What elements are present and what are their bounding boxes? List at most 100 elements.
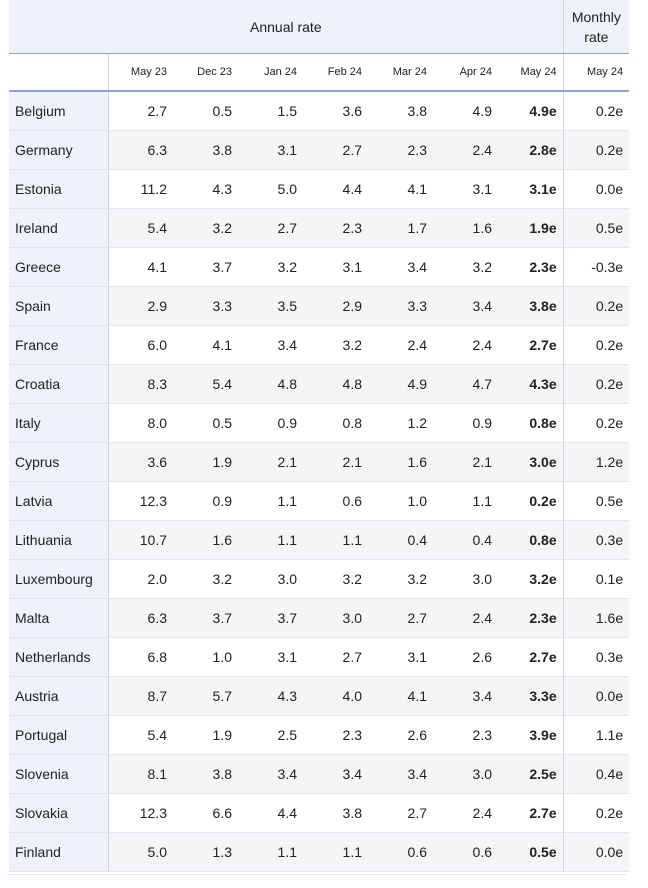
- annual-rate-cell: 3.2: [238, 247, 303, 287]
- annual-rate-latest-cell: 4.3e: [498, 364, 564, 404]
- annual-rate-cell: 3.4: [368, 754, 433, 794]
- annual-rate-cell: 2.7: [107, 91, 173, 131]
- country-name: Ireland: [9, 208, 108, 248]
- group-header-row: Annual rate Monthly rate: [9, 0, 630, 54]
- monthly-rate-cell: 0.2e: [562, 286, 630, 326]
- table-row: Estonia 11.2 4.3 5.0 4.4 4.1 3.1 3.1e 0.0e: [9, 169, 630, 209]
- table-bottom-rule: [9, 874, 626, 875]
- table-row: France 6.0 4.1 3.4 3.2 2.4 2.4 2.7e 0.2e: [9, 325, 630, 365]
- annual-rate-latest-cell: 3.9e: [498, 715, 564, 755]
- annual-rate-cell: 3.6: [303, 91, 368, 131]
- annual-rate-cell: 6.6: [173, 793, 238, 833]
- annual-rate-cell: 4.8: [303, 364, 368, 404]
- country-name: Spain: [9, 286, 108, 326]
- annual-rate-cell: 0.9: [238, 403, 303, 443]
- annual-rate-latest-cell: 4.9e: [498, 91, 564, 131]
- country-name: Slovakia: [9, 793, 108, 833]
- monthly-rate-header: Monthly rate: [562, 0, 630, 54]
- annual-rate-cell: 3.2: [303, 325, 368, 365]
- annual-rate-cell: 6.3: [107, 598, 173, 638]
- country-header-blank: [9, 53, 108, 92]
- monthly-rate-cell: 1.2e: [562, 442, 630, 482]
- annual-rate-cell: 5.4: [107, 208, 173, 248]
- annual-rate-cell: 5.7: [173, 676, 238, 716]
- annual-rate-cell: 2.0: [107, 559, 173, 599]
- annual-rate-latest-cell: 3.1e: [498, 169, 564, 209]
- country-name: Austria: [9, 676, 108, 716]
- annual-rate-cell: 0.5: [173, 403, 238, 443]
- annual-rate-cell: 0.4: [433, 520, 498, 560]
- month-header: Jan 24: [238, 53, 303, 92]
- country-name: France: [9, 325, 108, 365]
- annual-rate-latest-cell: 3.0e: [498, 442, 564, 482]
- annual-rate-cell: 3.1: [303, 247, 368, 287]
- annual-rate-cell: 3.1: [433, 169, 498, 209]
- annual-rate-cell: 6.8: [107, 637, 173, 677]
- annual-rate-cell: 1.1: [238, 520, 303, 560]
- monthly-rate-cell: 0.1e: [562, 559, 630, 599]
- annual-rate-cell: 0.8: [303, 403, 368, 443]
- annual-rate-cell: 4.4: [303, 169, 368, 209]
- annual-rate-cell: 1.1: [303, 832, 368, 872]
- table-header: Annual rate Monthly rate May 23 Dec 23 Jan…: [9, 0, 630, 92]
- annual-rate-cell: 2.7: [303, 637, 368, 677]
- annual-rate-cell: 3.3: [368, 286, 433, 326]
- annual-rate-cell: 2.9: [107, 286, 173, 326]
- annual-rate-cell: 8.0: [107, 403, 173, 443]
- annual-rate-cell: 0.9: [433, 403, 498, 443]
- annual-rate-cell: 2.4: [433, 598, 498, 638]
- table-row: Belgium 2.7 0.5 1.5 3.6 3.8 4.9 4.9e 0.2e: [9, 91, 630, 131]
- annual-rate-cell: 2.9: [303, 286, 368, 326]
- annual-rate-cell: 1.1: [433, 481, 498, 521]
- country-name: Belgium: [9, 91, 108, 131]
- annual-rate-cell: 4.3: [173, 169, 238, 209]
- table-row: Slovakia 12.3 6.6 4.4 3.8 2.7 2.4 2.7e 0.2e: [9, 793, 630, 833]
- monthly-rate-cell: 0.2e: [562, 130, 630, 170]
- annual-rate-cell: 3.8: [173, 754, 238, 794]
- annual-rate-cell: 1.9: [173, 715, 238, 755]
- month-header: May 23: [107, 53, 173, 92]
- annual-rate-header: Annual rate: [9, 0, 564, 54]
- annual-rate-cell: 1.6: [368, 442, 433, 482]
- annual-rate-cell: 1.1: [303, 520, 368, 560]
- annual-rate-cell: 3.8: [303, 793, 368, 833]
- annual-rate-latest-cell: 2.7e: [498, 793, 564, 833]
- annual-rate-cell: 1.1: [238, 832, 303, 872]
- country-name: Croatia: [9, 364, 108, 404]
- annual-rate-cell: 0.6: [303, 481, 368, 521]
- annual-rate-cell: 2.4: [433, 130, 498, 170]
- annual-rate-cell: 3.1: [238, 637, 303, 677]
- annual-rate-latest-cell: 2.3e: [498, 598, 564, 638]
- annual-rate-cell: 3.8: [173, 130, 238, 170]
- monthly-rate-cell: 0.3e: [562, 637, 630, 677]
- monthly-rate-cell: 1.6e: [562, 598, 630, 638]
- monthly-rate-cell: 0.2e: [562, 91, 630, 131]
- month-header: Feb 24: [303, 53, 368, 92]
- annual-rate-cell: 1.2: [368, 403, 433, 443]
- annual-rate-cell: 12.3: [107, 793, 173, 833]
- annual-rate-cell: 0.4: [368, 520, 433, 560]
- annual-rate-cell: 3.0: [433, 754, 498, 794]
- month-header: May 24: [498, 53, 564, 92]
- annual-rate-latest-cell: 2.8e: [498, 130, 564, 170]
- country-name: Luxembourg: [9, 559, 108, 599]
- monthly-rate-cell: 0.0e: [562, 832, 630, 872]
- annual-rate-cell: 3.4: [433, 676, 498, 716]
- month-header: Dec 23: [173, 53, 238, 92]
- annual-rate-cell: 3.4: [433, 286, 498, 326]
- annual-rate-cell: 1.9: [173, 442, 238, 482]
- annual-rate-cell: 1.5: [238, 91, 303, 131]
- annual-rate-cell: 3.2: [303, 559, 368, 599]
- annual-rate-cell: 5.4: [107, 715, 173, 755]
- table-row: Ireland 5.4 3.2 2.7 2.3 1.7 1.6 1.9e 0.5e: [9, 208, 630, 248]
- annual-rate-latest-cell: 2.5e: [498, 754, 564, 794]
- annual-rate-cell: 1.6: [173, 520, 238, 560]
- table-row: Cyprus 3.6 1.9 2.1 2.1 1.6 2.1 3.0e 1.2e: [9, 442, 630, 482]
- monthly-rate-cell: 0.2e: [562, 325, 630, 365]
- annual-rate-latest-cell: 2.7e: [498, 325, 564, 365]
- country-name: Finland: [9, 832, 108, 872]
- monthly-rate-cell: 0.4e: [562, 754, 630, 794]
- annual-rate-cell: 3.2: [173, 559, 238, 599]
- annual-rate-cell: 2.7: [303, 130, 368, 170]
- annual-rate-cell: 8.7: [107, 676, 173, 716]
